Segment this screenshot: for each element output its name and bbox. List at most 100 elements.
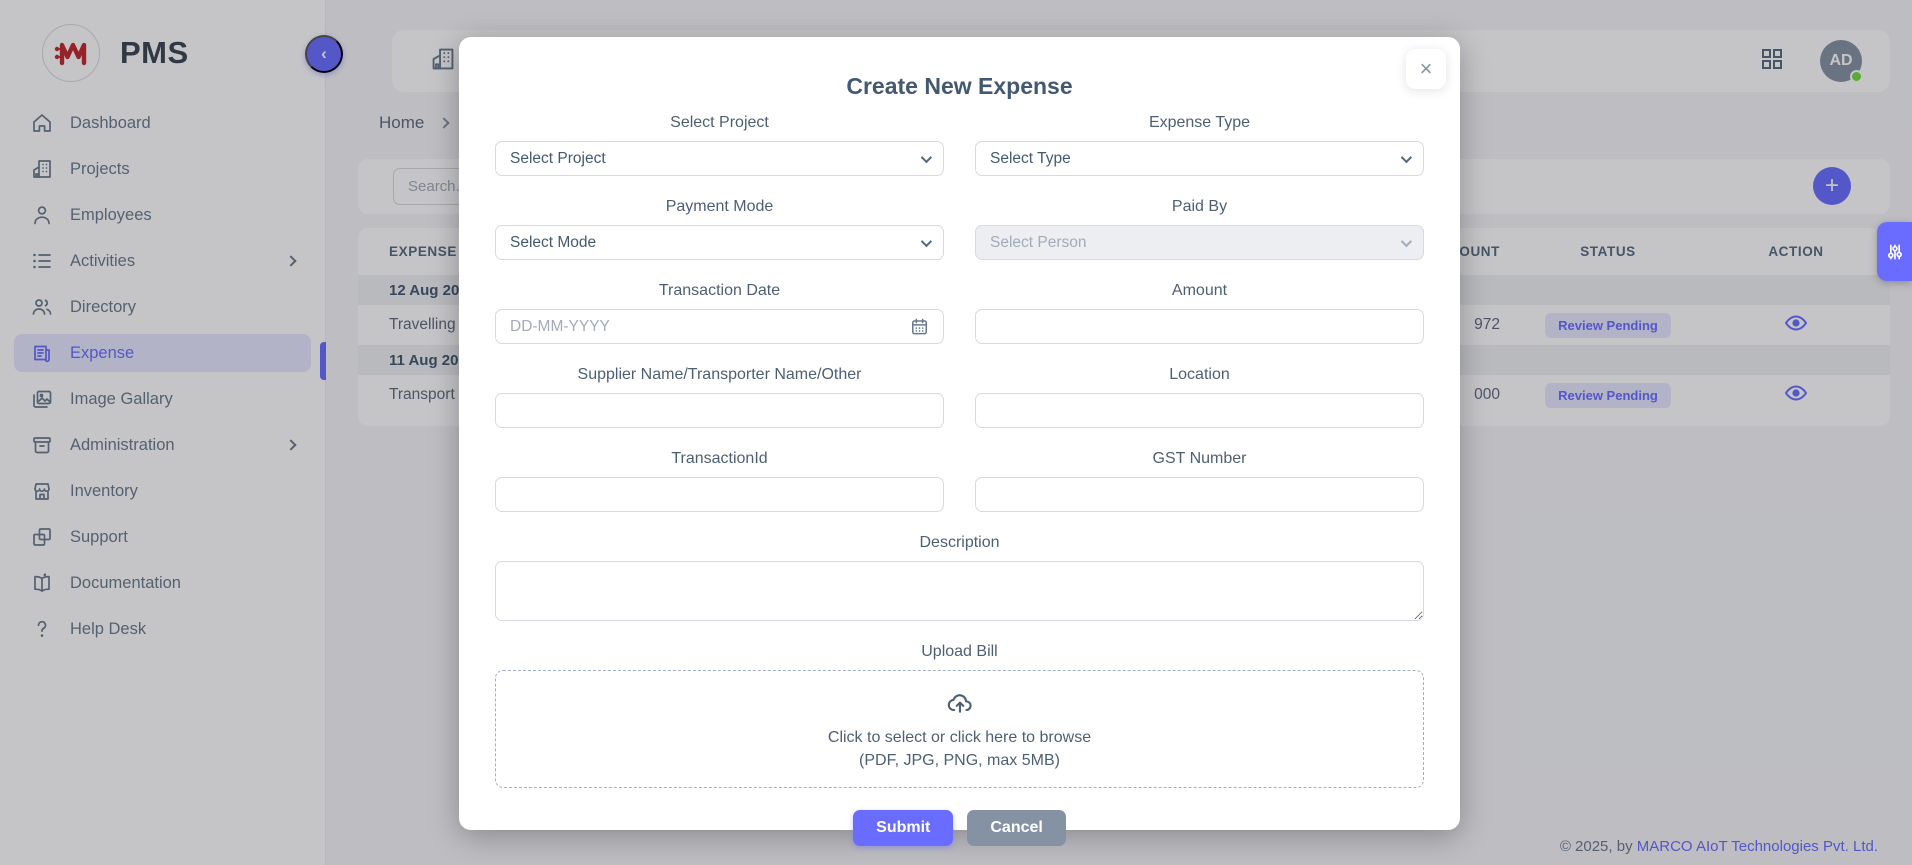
submit-button[interactable]: Submit bbox=[853, 810, 954, 846]
cell-status: Review Pending bbox=[1514, 382, 1702, 408]
sidebar-item-help-desk[interactable]: Help Desk bbox=[14, 610, 311, 648]
sidebar-item-image-gallary[interactable]: Image Gallary bbox=[14, 380, 311, 418]
gst-number-control[interactable] bbox=[975, 477, 1424, 512]
apps-grid-icon[interactable] bbox=[1760, 47, 1784, 76]
gst-number-input[interactable] bbox=[990, 485, 1409, 504]
payment-mode-label: Payment Mode bbox=[665, 198, 774, 215]
supplier-input[interactable] bbox=[510, 401, 929, 420]
online-status-dot bbox=[1850, 70, 1863, 83]
field-select-project: Select Project Select Project bbox=[495, 114, 944, 176]
transaction-id-control[interactable] bbox=[495, 477, 944, 512]
footer-company-link[interactable]: MARCO AIoT Technologies Pvt. Ltd. bbox=[1636, 838, 1878, 855]
select-project-value: Select Project bbox=[510, 149, 606, 167]
sidebar-item-activities[interactable]: Activities bbox=[14, 242, 311, 280]
field-payment-mode: Payment Mode Select Mode bbox=[495, 198, 944, 260]
view-expense-button[interactable] bbox=[1784, 311, 1808, 335]
transaction-id-input[interactable] bbox=[510, 485, 929, 504]
payment-mode-value: Select Mode bbox=[510, 233, 597, 251]
view-expense-button[interactable] bbox=[1784, 381, 1808, 405]
dropzone-hint: (PDF, JPG, PNG, max 5MB) bbox=[859, 751, 1060, 769]
location-input[interactable] bbox=[990, 401, 1409, 420]
sidebar-item-directory[interactable]: Directory bbox=[14, 288, 311, 326]
cell-action bbox=[1702, 311, 1890, 340]
paid-by-label: Paid By bbox=[1171, 198, 1228, 215]
sidebar-item-administration[interactable]: Administration bbox=[14, 426, 311, 464]
sidebar-item-documentation[interactable]: Documentation bbox=[14, 564, 311, 602]
amount-input[interactable] bbox=[990, 317, 1409, 336]
cell-amount: 000 bbox=[1474, 386, 1500, 403]
create-expense-modal: × Create New Expense Select Project Sele… bbox=[459, 37, 1460, 846]
cancel-button[interactable]: Cancel bbox=[967, 810, 1066, 846]
upload-dropzone[interactable]: Click to select or click here to browse … bbox=[495, 670, 1424, 788]
field-paid-by: Paid By Select Person bbox=[975, 198, 1424, 260]
field-location: Location bbox=[975, 366, 1424, 428]
question-icon bbox=[30, 617, 54, 641]
cell-expense-name: Transport bbox=[389, 386, 455, 403]
book-icon bbox=[30, 571, 54, 595]
close-icon[interactable]: × bbox=[1406, 49, 1446, 89]
cell-amount: 972 bbox=[1474, 316, 1500, 333]
description-textarea[interactable] bbox=[495, 561, 1424, 621]
sidebar-item-label: Activities bbox=[70, 251, 136, 270]
sidebar-item-support[interactable]: Support bbox=[14, 518, 311, 556]
avatar-initials: AD bbox=[1829, 52, 1853, 69]
transaction-date-picker[interactable] bbox=[495, 309, 944, 344]
gst-number-label: GST Number bbox=[1152, 450, 1247, 467]
store-icon bbox=[30, 479, 54, 503]
modal-actions: Submit Cancel bbox=[495, 810, 1424, 846]
sidebar-item-projects[interactable]: Projects bbox=[14, 150, 311, 188]
home-icon bbox=[30, 111, 54, 135]
user-avatar[interactable]: AD bbox=[1820, 40, 1863, 83]
footer: © 2025, by MARCO AIoT Technologies Pvt. … bbox=[1560, 838, 1878, 855]
field-expense-type: Expense Type Select Type bbox=[975, 114, 1424, 176]
location-control[interactable] bbox=[975, 393, 1424, 428]
expense-type-dropdown[interactable]: Select Type bbox=[975, 141, 1424, 176]
logo[interactable]: PMS bbox=[0, 0, 325, 90]
location-label: Location bbox=[1169, 366, 1230, 383]
app-title: PMS bbox=[120, 35, 189, 70]
cell-status: Review Pending bbox=[1514, 312, 1702, 338]
person-icon bbox=[30, 203, 54, 227]
paid-by-value: Select Person bbox=[990, 233, 1087, 251]
table-row[interactable]: Transport 000 Review Pending bbox=[358, 375, 1890, 415]
calendar-icon[interactable] bbox=[910, 317, 929, 336]
customizer-toggle[interactable] bbox=[1877, 222, 1912, 281]
field-transaction-date: Transaction Date bbox=[495, 282, 944, 344]
sidebar-item-expense[interactable]: Expense bbox=[14, 334, 311, 372]
building-icon bbox=[30, 157, 54, 181]
sidebar-item-dashboard[interactable]: Dashboard bbox=[14, 104, 311, 142]
transaction-date-label: Transaction Date bbox=[658, 282, 781, 299]
chevron-down-icon bbox=[1400, 235, 1413, 247]
topbar-actions: AD bbox=[1760, 40, 1863, 83]
sidebar-item-inventory[interactable]: Inventory bbox=[14, 472, 311, 510]
field-transaction-id: TransactionId bbox=[495, 450, 944, 512]
chevron-down-icon bbox=[1400, 151, 1413, 163]
transaction-date-input[interactable] bbox=[510, 317, 910, 336]
supplier-control[interactable] bbox=[495, 393, 944, 428]
sidebar-item-employees[interactable]: Employees bbox=[14, 196, 311, 234]
table-row[interactable]: Travelling 972 Review Pending bbox=[358, 305, 1890, 345]
people-icon bbox=[30, 295, 54, 319]
amount-label: Amount bbox=[1171, 282, 1228, 299]
sidebar-item-label: Administration bbox=[70, 435, 175, 454]
select-project-label: Select Project bbox=[670, 114, 769, 131]
sidebar-item-label: Dashboard bbox=[70, 113, 151, 132]
sidebar-collapse-button[interactable]: ‹ bbox=[305, 35, 343, 73]
expense-form: Select Project Select Project Expense Ty… bbox=[495, 114, 1424, 806]
sidebar-item-label: Help Desk bbox=[70, 619, 147, 638]
sidebar-item-label: Documentation bbox=[70, 573, 181, 592]
status-badge: Review Pending bbox=[1545, 312, 1671, 338]
cloud-upload-icon bbox=[946, 689, 974, 722]
add-expense-button[interactable]: + bbox=[1813, 167, 1851, 205]
amount-control[interactable] bbox=[975, 309, 1424, 344]
transaction-id-label: TransactionId bbox=[671, 450, 768, 467]
organization-icon[interactable] bbox=[430, 46, 456, 77]
sidebar: PMS Dashboard Projects Employees Activit… bbox=[0, 0, 326, 865]
receipt-icon bbox=[30, 341, 54, 365]
select-project-dropdown[interactable]: Select Project bbox=[495, 141, 944, 176]
sliders-icon bbox=[1887, 244, 1902, 259]
breadcrumb-home[interactable]: Home bbox=[379, 113, 425, 132]
field-upload-bill: Upload Bill Click to select or click her… bbox=[495, 643, 1424, 788]
payment-mode-dropdown[interactable]: Select Mode bbox=[495, 225, 944, 260]
sidebar-item-label: Directory bbox=[70, 297, 137, 316]
